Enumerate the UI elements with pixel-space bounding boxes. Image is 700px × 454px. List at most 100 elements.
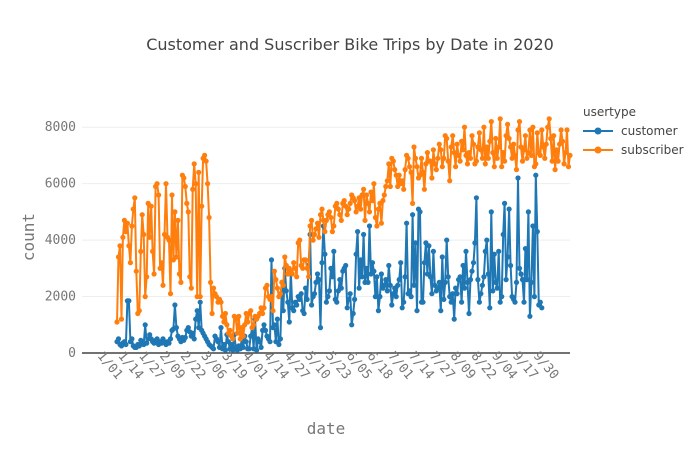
data-point-subscriber — [473, 158, 479, 164]
data-point-customer — [524, 277, 530, 283]
data-point-customer — [371, 268, 377, 274]
data-point-subscriber — [424, 150, 430, 156]
data-point-customer — [487, 305, 493, 311]
data-point-customer — [508, 262, 514, 269]
data-point-subscriber — [117, 243, 123, 249]
data-point-subscriber — [469, 133, 475, 139]
data-point-subscriber — [375, 206, 381, 212]
data-point-subscriber — [418, 155, 425, 161]
data-point-subscriber — [430, 147, 436, 153]
data-point-subscriber — [353, 209, 359, 215]
data-point-subscriber — [148, 203, 154, 209]
data-point-customer — [328, 265, 334, 271]
data-point-customer — [533, 172, 539, 178]
data-point-customer — [353, 251, 359, 257]
legend-label: customer — [621, 124, 678, 138]
data-point-customer — [411, 282, 417, 288]
data-point-customer — [435, 285, 441, 291]
data-point-customer — [274, 316, 280, 322]
legend-item-customer[interactable]: customer — [583, 124, 678, 138]
data-point-subscriber — [464, 161, 471, 167]
y-tick-label: 6000 — [45, 177, 76, 192]
data-point-customer — [349, 322, 355, 328]
data-point-customer — [325, 294, 331, 300]
data-point-customer — [191, 336, 197, 342]
data-point-subscriber — [519, 158, 526, 164]
data-point-customer — [389, 302, 395, 308]
data-point-subscriber — [510, 141, 517, 147]
data-point-subscriber — [114, 319, 120, 325]
data-point-customer — [221, 341, 227, 348]
data-point-subscriber — [147, 234, 153, 240]
data-point-customer — [254, 347, 260, 353]
legend-marker-swatch — [594, 127, 602, 135]
data-point-subscriber — [374, 223, 380, 229]
data-point-subscriber — [331, 223, 337, 229]
data-point-subscriber — [499, 164, 505, 170]
data-point-customer — [304, 296, 310, 302]
data-point-subscriber — [309, 217, 315, 223]
data-point-subscriber — [326, 209, 332, 215]
data-point-subscriber — [292, 265, 298, 271]
data-point-subscriber — [460, 147, 466, 153]
data-point-subscriber — [496, 144, 502, 150]
data-point-customer — [426, 243, 432, 249]
data-point-subscriber — [187, 274, 193, 280]
data-point-customer — [516, 265, 523, 271]
data-point-subscriber — [485, 155, 491, 161]
data-point-subscriber — [307, 223, 313, 229]
data-point-customer — [326, 288, 332, 294]
data-point-subscriber — [412, 155, 419, 161]
data-point-subscriber — [454, 141, 460, 147]
data-point-subscriber — [453, 164, 459, 170]
data-point-customer — [185, 325, 191, 331]
data-point-subscriber — [280, 282, 286, 288]
data-point-customer — [314, 271, 321, 277]
y-tick-label: 0 — [68, 346, 76, 361]
data-point-customer — [395, 282, 401, 288]
data-point-subscriber — [494, 155, 500, 161]
data-point-subscriber — [316, 234, 322, 240]
data-point-customer — [496, 248, 502, 254]
series-subscriber — [114, 116, 573, 342]
data-point-subscriber — [294, 274, 300, 280]
data-point-customer — [329, 274, 335, 280]
data-point-customer — [182, 334, 188, 341]
data-point-subscriber — [521, 147, 527, 153]
data-point-subscriber — [481, 124, 487, 130]
data-point-customer — [358, 257, 364, 263]
data-point-subscriber — [363, 192, 370, 198]
data-point-customer — [475, 277, 481, 283]
data-point-subscriber — [335, 206, 341, 212]
data-point-customer — [473, 195, 479, 201]
data-point-customer — [451, 316, 457, 322]
data-point-subscriber — [323, 217, 329, 223]
data-point-customer — [222, 347, 228, 353]
data-point-subscriber — [124, 220, 130, 226]
data-point-subscriber — [154, 181, 160, 187]
data-point-subscriber — [150, 248, 156, 254]
data-point-customer — [453, 285, 459, 291]
data-point-subscriber — [387, 183, 393, 190]
data-point-customer — [497, 299, 503, 305]
data-point-subscriber — [240, 333, 246, 339]
data-point-subscriber — [435, 155, 441, 161]
data-point-customer — [167, 336, 174, 342]
data-point-subscriber — [151, 271, 157, 277]
data-point-customer — [444, 237, 450, 243]
data-point-subscriber — [209, 310, 215, 317]
legend-marker-swatch — [594, 146, 602, 154]
data-point-subscriber — [160, 282, 166, 288]
data-point-subscriber — [456, 152, 462, 158]
data-point-subscriber — [156, 192, 162, 198]
data-point-subscriber — [402, 167, 408, 173]
data-point-subscriber — [190, 186, 196, 192]
data-point-subscriber — [197, 294, 203, 300]
legend-item-subscriber[interactable]: subscriber — [583, 143, 684, 157]
data-point-customer — [490, 288, 496, 294]
data-point-subscriber — [115, 254, 122, 260]
data-point-subscriber — [338, 217, 344, 223]
data-point-subscriber — [459, 138, 465, 144]
data-point-customer — [407, 288, 413, 294]
data-point-subscriber — [123, 229, 129, 235]
